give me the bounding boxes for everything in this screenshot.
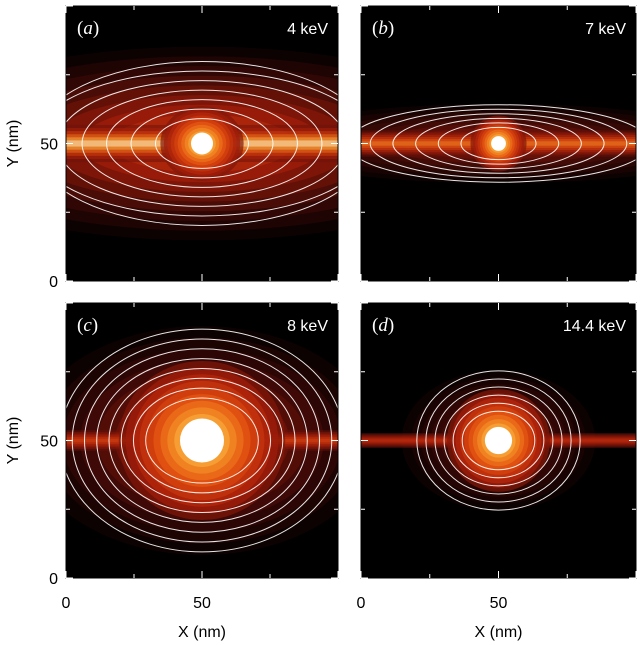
panel-label-letter: b — [378, 18, 388, 39]
panel-label-close: ) — [93, 18, 99, 39]
y-tick-label: 50 — [40, 137, 58, 154]
energy-annotation: 8 keV — [287, 318, 328, 335]
heatmap-peak — [190, 132, 214, 155]
y-tick-label: 50 — [40, 434, 58, 451]
contour-line — [460, 126, 537, 161]
contour-line — [66, 328, 338, 553]
contour-line — [66, 80, 338, 207]
x-tick-label: 50 — [490, 595, 508, 612]
x-tick-label: 0 — [62, 595, 71, 612]
contour-line — [96, 358, 308, 523]
panel-label-letter: a — [83, 18, 93, 39]
panel-label: (c) — [77, 315, 98, 336]
contour-line — [392, 113, 605, 174]
contour-line — [81, 89, 323, 198]
heatmap-peak — [491, 136, 506, 151]
contour-line — [130, 108, 274, 179]
panel-label: (d) — [372, 315, 394, 336]
contour-line — [106, 99, 298, 188]
contour-line — [369, 108, 628, 179]
contour-line — [108, 367, 296, 514]
panel-label-open: ( — [77, 18, 83, 39]
panel-label-open: ( — [77, 315, 83, 336]
heatmap-panel — [361, 6, 636, 281]
panel-label-open: ( — [372, 315, 378, 336]
contour-line — [154, 118, 250, 169]
contour-line — [132, 387, 272, 494]
energy-annotation: 7 keV — [585, 21, 626, 38]
y-axis-title: Y (nm) — [5, 417, 22, 465]
contour-line — [66, 61, 338, 226]
panel-label-open: ( — [372, 18, 378, 39]
contour-line — [83, 348, 321, 533]
panel-label-close: ) — [92, 315, 98, 336]
contour-line — [415, 117, 582, 170]
heatmap-panel — [361, 303, 636, 578]
x-tick-label: 0 — [357, 595, 366, 612]
y-tick-label: 0 — [49, 571, 58, 588]
contour-line — [416, 370, 581, 511]
contour-line — [461, 410, 536, 471]
contour-line — [443, 394, 554, 487]
heatmap-peak — [179, 418, 225, 463]
x-axis-title: X (nm) — [475, 624, 523, 641]
panel-label: (b) — [372, 18, 394, 39]
energy-annotation: 4 keV — [287, 21, 328, 38]
energy-annotation: 14.4 keV — [563, 318, 626, 335]
panel-label-close: ) — [388, 18, 394, 39]
heatmap-peak — [484, 426, 513, 455]
contour-line — [434, 386, 563, 495]
heatmap-panel — [66, 6, 338, 281]
contour-line — [452, 402, 545, 479]
contour-line — [145, 397, 259, 484]
contour-line — [120, 377, 284, 504]
heatmap-panel — [66, 303, 338, 578]
contour-line — [66, 70, 338, 217]
contour-line — [361, 104, 636, 183]
contour-line — [425, 378, 572, 503]
x-tick-label: 50 — [193, 595, 211, 612]
panel-label-letter: d — [378, 315, 388, 336]
y-tick-label: 0 — [49, 274, 58, 291]
x-axis-title: X (nm) — [178, 624, 226, 641]
y-axis-title: Y (nm) — [5, 120, 22, 168]
panel-label: (a) — [77, 18, 99, 39]
contour-line — [437, 122, 560, 165]
panel-label-letter: c — [83, 315, 92, 336]
panel-label-close: ) — [388, 315, 394, 336]
